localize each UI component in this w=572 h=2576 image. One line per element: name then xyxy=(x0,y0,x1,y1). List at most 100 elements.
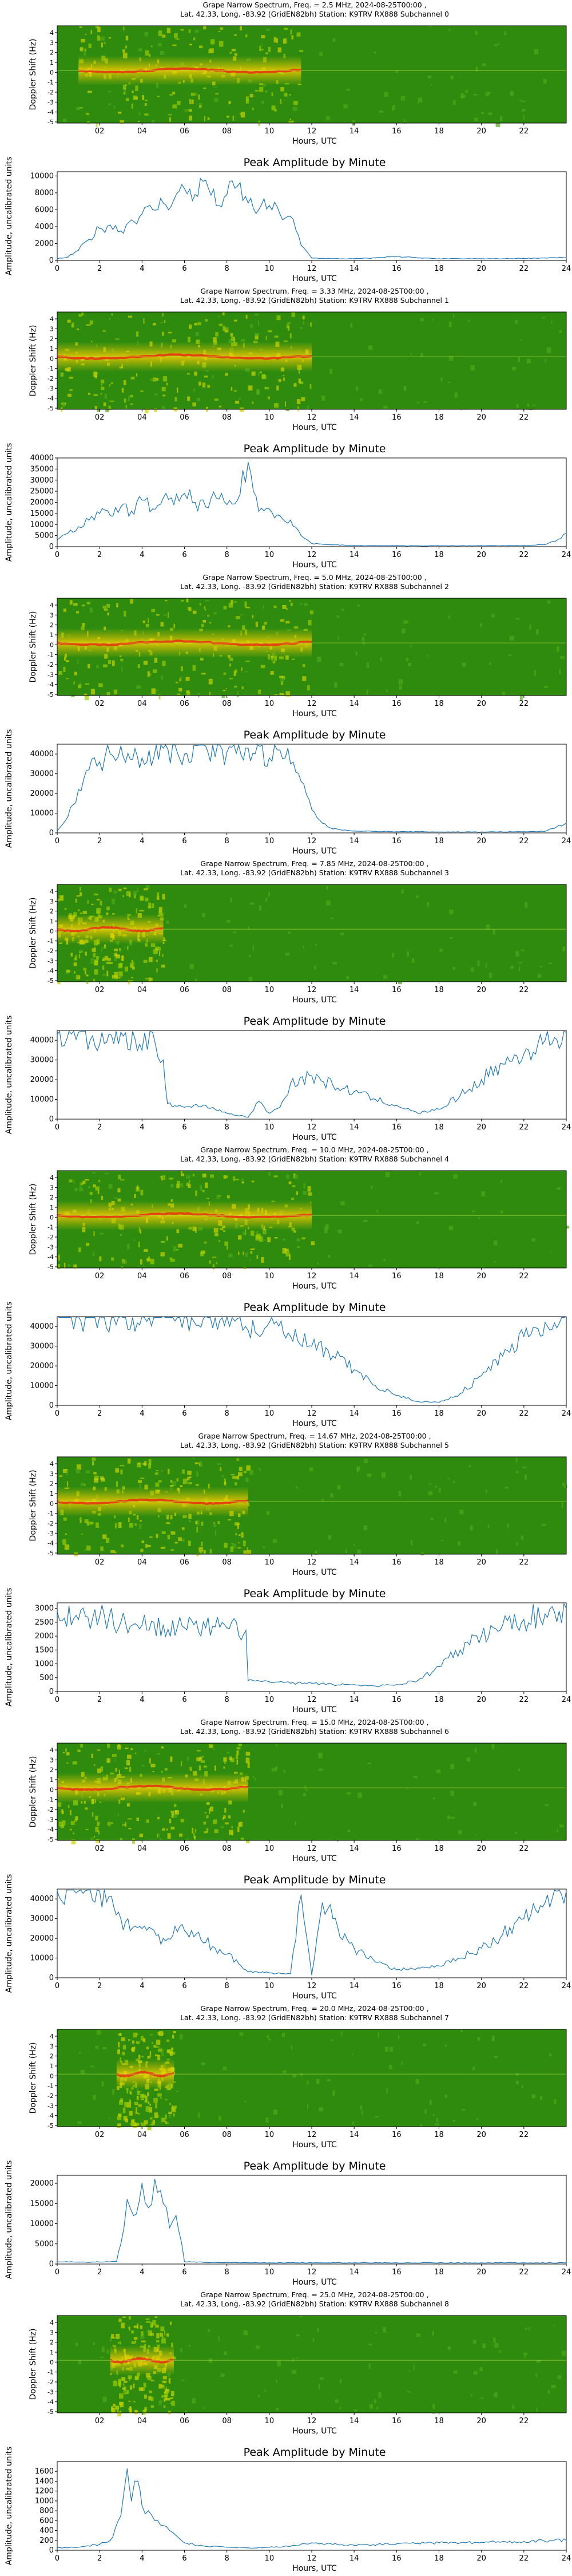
data-point xyxy=(353,2262,355,2263)
spectrogram-cell xyxy=(228,101,231,104)
spectrogram-cell xyxy=(407,1788,409,1789)
spectrogram-cell xyxy=(133,961,135,966)
spectrogram-cell xyxy=(307,405,309,409)
spectrogram-cell xyxy=(175,38,180,40)
data-point xyxy=(502,1934,503,1935)
spectrogram-cell xyxy=(180,677,182,681)
spectrogram-cell xyxy=(96,956,99,960)
x-tick-label: 12 xyxy=(307,837,317,846)
spectrogram-cell xyxy=(76,975,81,979)
spectrogram-cell xyxy=(192,665,196,671)
spectrogram-cell xyxy=(432,1797,435,1800)
spectrogram-cell xyxy=(447,381,451,384)
spectrogram-cell xyxy=(133,2383,135,2388)
y-tick-label: 2 xyxy=(50,335,54,343)
spectrogram-cell xyxy=(156,2040,161,2045)
data-point xyxy=(566,1890,567,1892)
spectrogram-cell xyxy=(199,45,203,48)
spectrogram-cell xyxy=(515,951,519,957)
spectrogram-cell xyxy=(367,1762,371,1764)
spectrogram-cell xyxy=(559,1824,564,1828)
spectrogram-cell xyxy=(138,48,142,52)
spectrogram-cell xyxy=(153,2045,156,2048)
y-tick-label: 4 xyxy=(50,1460,54,1468)
spectrogram-cell xyxy=(407,951,410,957)
spectrogram-cell xyxy=(336,615,339,618)
x-tick-label: 2 xyxy=(97,1123,102,1132)
spectrogram-cell xyxy=(410,645,412,648)
spectrogram-cell xyxy=(523,2356,526,2358)
spectrogram-cell xyxy=(525,902,528,908)
spectrogram-cell xyxy=(197,322,201,326)
spectrogram-cell xyxy=(107,1743,110,1748)
panel-group-2: Grape Narrow Spectrum, Freq. = 5.0 MHz, … xyxy=(5,573,571,856)
data-point xyxy=(438,1965,440,1967)
spectrogram-cell xyxy=(62,402,66,408)
spectrogram-cell xyxy=(79,951,82,953)
x-tick-label: 6 xyxy=(182,264,186,273)
spectrogram-cell xyxy=(194,92,198,96)
data-point xyxy=(226,504,228,505)
data-point xyxy=(88,239,90,240)
spectrogram-cell xyxy=(153,2119,155,2125)
spectrogram-cell xyxy=(531,2094,536,2099)
data-point xyxy=(396,255,398,257)
spectrogram-cell xyxy=(445,2044,447,2047)
data-point xyxy=(438,2542,440,2543)
x-tick-label: 10 xyxy=(265,700,275,708)
spectrogram-cell xyxy=(247,1550,249,1552)
spectrogram-cell xyxy=(509,635,514,641)
spectrogram-cell xyxy=(450,1790,454,1796)
spectrogram-cell xyxy=(181,1171,182,1174)
x-tick-label: 2 xyxy=(97,1409,102,1418)
spectrogram-cell xyxy=(228,1815,231,1819)
spectrogram-cell xyxy=(164,2391,166,2393)
spectrogram-cell xyxy=(303,945,304,949)
x-tick-label: 2 xyxy=(97,264,102,273)
spectrogram-cell xyxy=(416,1838,419,1841)
spectrogram-cell xyxy=(186,691,190,696)
data-point xyxy=(248,2547,249,2549)
spectrogram-cell xyxy=(156,968,158,973)
x-tick-label: 14 xyxy=(349,1696,359,1704)
spectrogram-cell xyxy=(281,2033,285,2037)
spectrogram-cell xyxy=(472,2340,476,2344)
spectrogram-cell xyxy=(108,103,111,106)
spectrogram-cell xyxy=(79,2051,81,2054)
spectrogram-cell xyxy=(102,330,106,332)
spectrogram-cell xyxy=(241,667,243,671)
spectrogram-cell xyxy=(60,1825,65,1828)
spectrogram-cell xyxy=(118,2383,121,2386)
x-tick-label: 6 xyxy=(182,1409,186,1418)
data-point xyxy=(269,508,270,509)
x-tick-label: 8 xyxy=(225,1696,229,1704)
y-tick-label: -1 xyxy=(47,1224,54,1231)
spectrogram-cell xyxy=(118,2379,121,2385)
y-tick-label: 2000 xyxy=(35,239,54,248)
spectrogram-cell xyxy=(550,1251,551,1253)
data-point xyxy=(245,1630,247,1631)
x-tick-label: 20 xyxy=(476,837,486,846)
spectrogram-cell xyxy=(502,692,506,695)
spectrogram-cell xyxy=(447,1477,450,1480)
data-point xyxy=(566,823,567,824)
spectrogram-cell xyxy=(515,2080,519,2085)
y-tick-label: 200 xyxy=(39,2537,54,2545)
spectrogram-cell xyxy=(244,2101,247,2103)
spectrogram-cell xyxy=(124,2101,127,2107)
data-point xyxy=(480,1635,482,1637)
x-tick-label: 12 xyxy=(307,1272,317,1281)
spectrogram-cell xyxy=(311,1241,315,1246)
x-tick-label: 4 xyxy=(140,1982,144,1990)
spectrogram-cell xyxy=(227,1519,231,1521)
spectrogram-cell xyxy=(166,2122,169,2124)
spectrogram-cell xyxy=(86,1545,91,1551)
spectrogram-cell xyxy=(303,1793,306,1797)
spectrogram-cell xyxy=(556,646,559,652)
spectrogram-cell xyxy=(245,1757,250,1764)
spectrogram-cell xyxy=(125,98,129,101)
